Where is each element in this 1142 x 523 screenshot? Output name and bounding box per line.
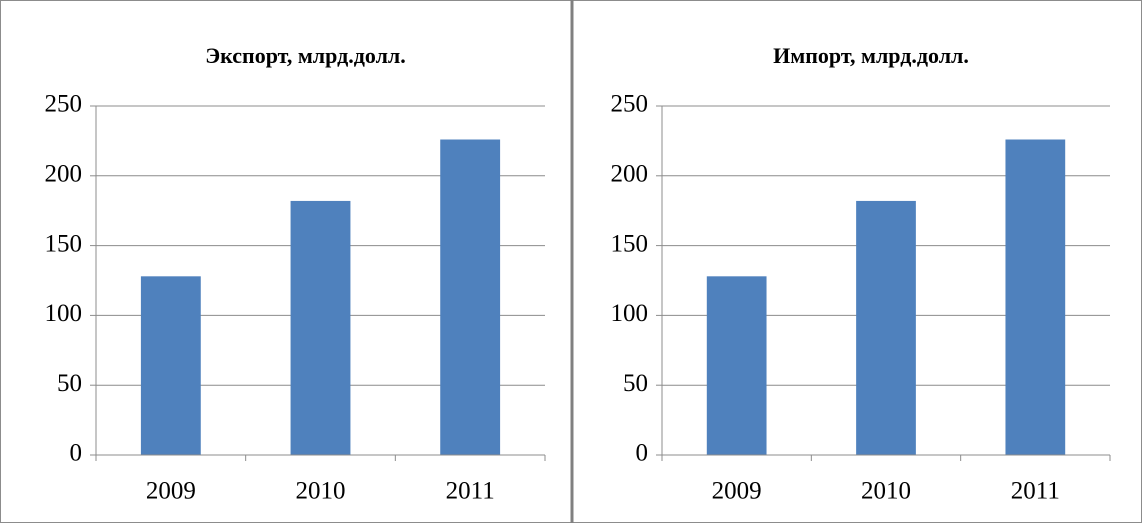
y-tick-label: 0 — [70, 440, 83, 467]
y-tick-label: 0 — [636, 440, 649, 467]
bar — [140, 276, 201, 455]
x-tick-label: 2009 — [146, 478, 196, 505]
y-tick-label: 200 — [45, 161, 83, 188]
x-tick-label: 2011 — [446, 478, 495, 505]
chart-title: Импорт, млрд.долл. — [773, 43, 969, 68]
bar — [290, 200, 351, 455]
chart-title: Экспорт, млрд.долл. — [205, 43, 406, 68]
y-tick-label: 250 — [611, 91, 649, 118]
y-tick-label: 250 — [45, 91, 83, 118]
bar — [706, 276, 767, 455]
y-tick-label: 150 — [611, 230, 649, 257]
bar — [856, 200, 916, 455]
y-tick-label: 150 — [45, 230, 83, 257]
x-tick-label: 2009 — [712, 478, 762, 505]
x-tick-label: 2010 — [296, 478, 346, 505]
y-tick-label: 50 — [57, 370, 82, 397]
bar — [440, 139, 501, 455]
x-tick-label: 2010 — [861, 478, 911, 505]
y-tick-label: 50 — [623, 370, 648, 397]
x-tick-label: 2011 — [1011, 478, 1060, 505]
y-tick-label: 100 — [611, 300, 649, 327]
y-tick-label: 200 — [611, 161, 649, 188]
bar — [1005, 139, 1066, 455]
y-tick-label: 100 — [45, 300, 83, 327]
